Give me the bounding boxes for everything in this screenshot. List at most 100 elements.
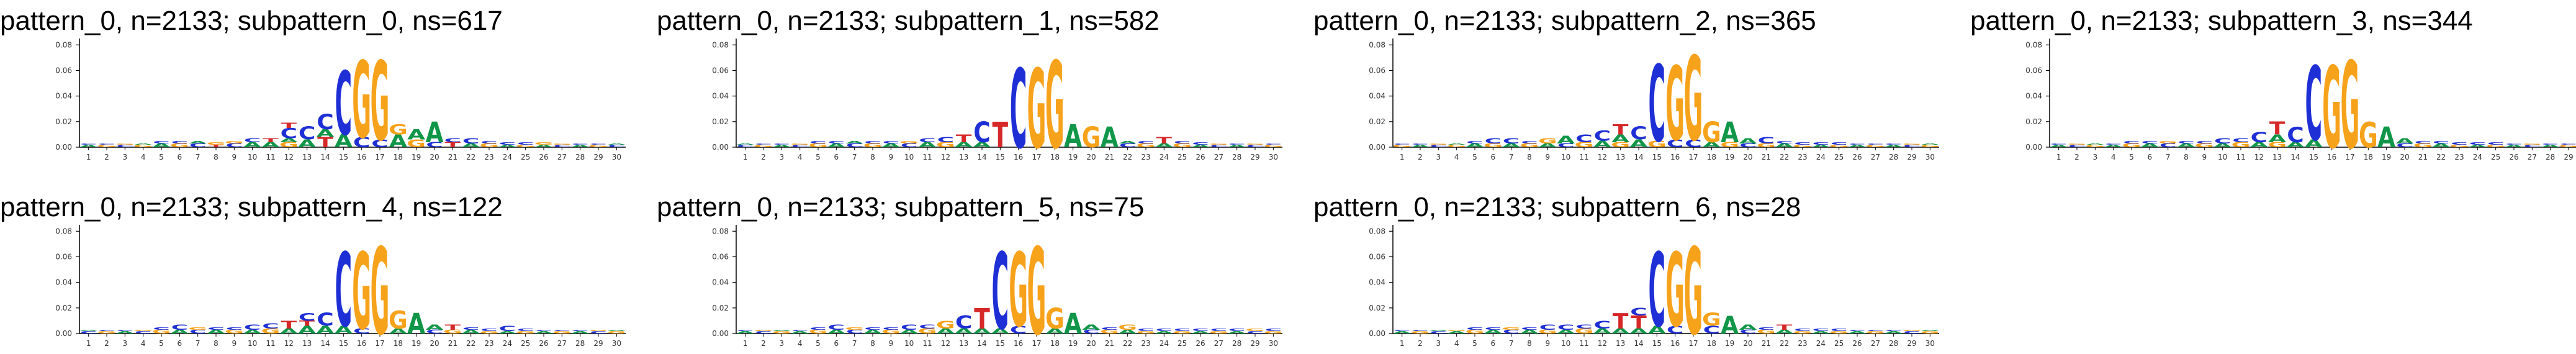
logo-letter-a: A <box>1721 311 1739 340</box>
x-tick-label: 1 <box>1400 339 1405 348</box>
x-tick-label: 5 <box>159 339 164 348</box>
logo-letter-a: A <box>882 143 900 149</box>
logo-letter-a: A <box>134 143 153 145</box>
x-tick-label: 25 <box>1178 153 1187 161</box>
logo-letter-c: C <box>1228 143 1245 145</box>
logo-letter-c: C <box>2123 140 2140 145</box>
x-tick-label: 25 <box>521 339 530 348</box>
logo-letter-c: C <box>371 137 389 150</box>
logo-letter-g: G <box>1502 327 1521 331</box>
logo-letter-c: C <box>1394 329 1410 331</box>
y-tick-label: 0.08 <box>2025 40 2042 49</box>
logo-letter-c: C <box>883 140 900 145</box>
logo-letter-g: G <box>389 122 408 138</box>
x-tick-label: 1 <box>1400 153 1405 161</box>
logo-letter-t: T <box>1777 323 1793 331</box>
x-tick-label: 17 <box>1032 339 1041 348</box>
x-tick-label: 14 <box>977 339 986 348</box>
logo-letter-c: C <box>135 330 152 335</box>
y-tick-label: 0.00 <box>712 143 729 152</box>
x-tick-label: 9 <box>232 339 237 348</box>
logo-letter-a: A <box>1885 330 1903 335</box>
x-tick-label: 18 <box>1050 153 1060 161</box>
logo-letter-a: A <box>1411 144 1429 148</box>
y-tick-label: 0.06 <box>712 66 729 75</box>
logo-letter-c: C <box>1265 328 1282 332</box>
logo-letter-a: A <box>1520 329 1538 335</box>
logo-letter-c: C <box>2196 140 2213 145</box>
logo-letter-c: C <box>2542 143 2559 145</box>
logo-letter-g: G <box>1829 330 1849 335</box>
x-tick-label: 21 <box>1105 153 1114 161</box>
x-tick-label: 27 <box>1214 339 1223 348</box>
logo-letter-a: A <box>608 329 626 331</box>
panel-title: pattern_0, n=2133; subpattern_0, ns=617 <box>0 6 503 36</box>
logo-letter-a: A <box>1448 330 1466 335</box>
y-tick-label: 0.02 <box>712 304 729 312</box>
x-tick-label: 4 <box>141 339 146 348</box>
logo-letter-g: G <box>443 329 462 335</box>
x-tick-label: 3 <box>123 339 128 348</box>
x-tick-label: 11 <box>266 153 275 161</box>
x-tick-label: 18 <box>2364 153 2373 161</box>
logo-letter-g: G <box>1264 330 1283 335</box>
y-tick-label: 0.06 <box>1369 252 1385 261</box>
x-tick-label: 15 <box>339 339 348 348</box>
y-tick-label: 0.08 <box>712 227 729 235</box>
x-tick-label: 5 <box>1472 153 1477 161</box>
logo-letter-c: C <box>189 329 207 335</box>
logo-letter-g: G <box>516 330 535 335</box>
x-tick-label: 2 <box>1418 339 1423 348</box>
logo-letter-g: G <box>1520 143 1539 149</box>
x-tick-label: 23 <box>1798 339 1807 348</box>
logo-letter-c: C <box>517 328 534 332</box>
logo-letter-g: G <box>809 329 828 335</box>
x-tick-label: 14 <box>977 153 986 161</box>
logo-letter-c: C <box>828 323 845 331</box>
logo-letter-a: A <box>571 144 589 148</box>
x-tick-label: 24 <box>503 153 512 161</box>
logo-letter-a: A <box>1630 327 1649 335</box>
x-tick-label: 21 <box>1762 339 1771 348</box>
x-tick-label: 6 <box>1491 339 1496 348</box>
logo-letter-g: G <box>97 144 117 148</box>
logo-letter-a: A <box>973 140 992 148</box>
x-tick-label: 10 <box>248 339 257 348</box>
logo-letter-a: A <box>2213 143 2231 149</box>
logo-letter-c: C <box>480 140 498 145</box>
logo-letter-c: C <box>2560 143 2576 145</box>
x-tick-label: 17 <box>1032 153 1041 161</box>
x-tick-label: 13 <box>959 153 968 161</box>
logo-letter-g: G <box>170 143 189 149</box>
logo-letter-t: T <box>1613 122 1629 138</box>
logo-letter-g: G <box>918 327 937 335</box>
logo-letter-a: A <box>1119 329 1137 335</box>
logo-letter-c: C <box>737 329 754 331</box>
logo-letter-a: A <box>1191 144 1209 148</box>
y-tick-label: 0.00 <box>1369 143 1385 152</box>
x-tick-label: 9 <box>889 153 894 161</box>
logo-letter-c: C <box>1192 328 1209 332</box>
logo-letter-a: A <box>2086 143 2105 145</box>
logo-letter-c: C <box>1137 328 1155 332</box>
logo-letter-a: A <box>298 324 317 336</box>
panel-title: pattern_0, n=2133; subpattern_2, ns=365 <box>1313 6 1816 36</box>
x-tick-label: 10 <box>904 339 914 348</box>
logo-letter-g: G <box>881 329 901 335</box>
logo-letter-c: C <box>462 137 479 145</box>
y-tick-label: 0.00 <box>1369 329 1385 338</box>
x-tick-label: 26 <box>539 339 548 348</box>
logo-letter-a: A <box>1228 144 1246 148</box>
logo-letter-a: A <box>407 127 425 143</box>
logo-letter-g: G <box>152 329 171 335</box>
y-tick-label: 0.08 <box>55 227 72 235</box>
logo-letter-a: A <box>827 329 845 335</box>
logo-letter-a: A <box>1775 329 1793 335</box>
y-tick-label: 0.02 <box>1369 304 1385 312</box>
logo-letter-c: C <box>1903 144 1921 148</box>
logo-letter-g: G <box>1793 144 1813 148</box>
logo-letter-c: C <box>1831 328 1848 332</box>
logo-letter-c: C <box>1485 327 1502 331</box>
logo-letter-a: A <box>1703 140 1721 148</box>
logo-letter-c: C <box>171 323 188 331</box>
